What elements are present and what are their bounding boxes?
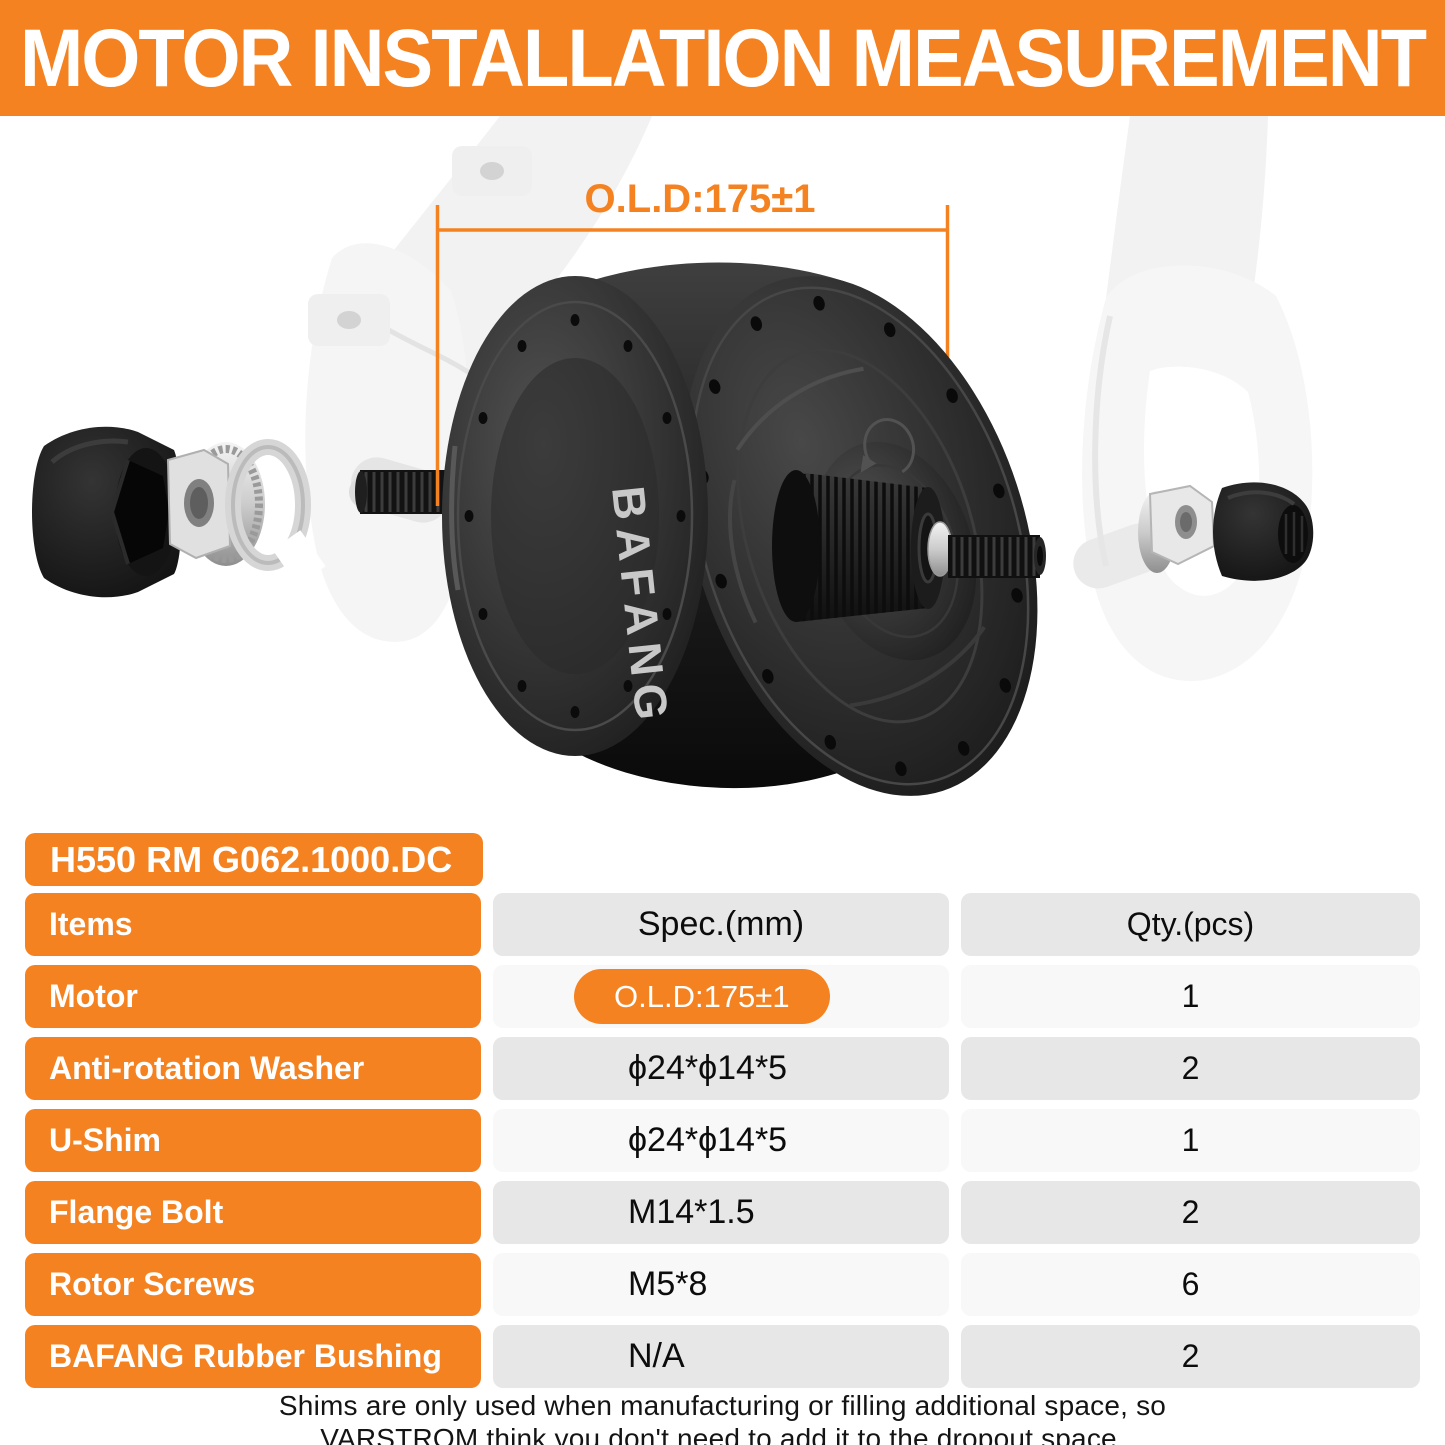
flange-nut-left (166, 442, 265, 566)
footnote-line-1: Shims are only used when manufacturing o… (278, 1390, 1167, 1421)
table-row: U-Shim ϕ24*ϕ14*5 1 (25, 1109, 1420, 1172)
item-label: Rotor Screws (25, 1253, 481, 1316)
rotation-arrow-engraving (863, 418, 915, 474)
dimension-label: O.L.D:175±1 (585, 177, 816, 221)
motor-exploded-diagram: O.L.D:175±1 (32, 116, 1314, 796)
qty-cell: 6 (961, 1253, 1420, 1316)
column-header-items: Items (25, 893, 481, 956)
spec-table: Items Spec.(mm) Qty.(pcs) Motor O.L.D:17… (25, 893, 1420, 1388)
spec-cell: ϕ24*ϕ14*5 (493, 1037, 949, 1100)
freehub-body (772, 470, 945, 622)
item-label: U-Shim (25, 1109, 481, 1172)
footnote: Shims are only used when manufacturing o… (0, 1389, 1445, 1445)
qty-cell: 2 (961, 1181, 1420, 1244)
table-row: Rotor Screws M5*8 6 (25, 1253, 1420, 1316)
qty-cell: 2 (961, 1325, 1420, 1388)
bike-frame-right (1073, 116, 1313, 682)
motor-flange-left (442, 276, 708, 756)
spec-cell: M5*8 (493, 1253, 949, 1316)
qty-cell: 1 (961, 1109, 1420, 1172)
item-label: Motor (25, 965, 481, 1028)
table-row: BAFANG Rubber Bushing N/A 2 (25, 1325, 1420, 1388)
spec-cell: ϕ24*ϕ14*5 (493, 1109, 949, 1172)
table-row: Flange Bolt M14*1.5 2 (25, 1181, 1420, 1244)
axle-right (948, 535, 1046, 578)
rubber-bushing-cap-right (1213, 482, 1314, 581)
qty-cell: 1 (961, 965, 1420, 1028)
spec-cell: O.L.D:175±1 (493, 965, 949, 1028)
qty-cell: 2 (961, 1037, 1420, 1100)
spec-cell: N/A (493, 1325, 949, 1388)
model-badge: H550 RM G062.1000.DC (25, 833, 483, 886)
footnote-line-2: VARSTROM think you don't need to add it … (320, 1423, 1125, 1445)
axle-left (355, 470, 445, 514)
item-label: Anti-rotation Washer (25, 1037, 481, 1100)
title-banner: MOTOR INSTALLATION MEASUREMENT (0, 0, 1445, 116)
flange-nut-right (1138, 484, 1216, 573)
page-title: MOTOR INSTALLATION MEASUREMENT (19, 12, 1427, 104)
u-shim (225, 439, 326, 586)
dimension-callout: O.L.D:175±1 (435, 177, 950, 528)
spec-highlight-pill: O.L.D:175±1 (574, 969, 830, 1024)
spoke-holes (464, 314, 686, 718)
item-label: BAFANG Rubber Bushing (25, 1325, 481, 1388)
rubber-bushing-cap-left (32, 426, 182, 598)
item-label: Flange Bolt (25, 1181, 481, 1244)
cover-bolt-holes (697, 295, 1023, 777)
spec-cell: M14*1.5 (493, 1181, 949, 1244)
table-header-row: Items Spec.(mm) Qty.(pcs) (25, 893, 1420, 956)
table-row: Motor O.L.D:175±1 1 (25, 965, 1420, 1028)
hub-motor: BAFANG (442, 262, 1046, 796)
column-header-spec: Spec.(mm) (493, 893, 949, 956)
table-row: Anti-rotation Washer ϕ24*ϕ14*5 2 (25, 1037, 1420, 1100)
column-header-qty: Qty.(pcs) (961, 893, 1420, 956)
